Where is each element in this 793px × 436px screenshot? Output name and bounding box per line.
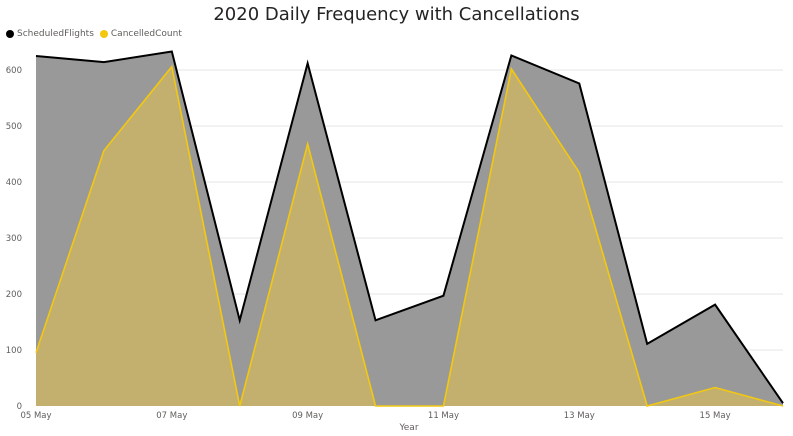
series-line-1[interactable] bbox=[35, 64, 784, 407]
data-point[interactable] bbox=[33, 53, 39, 59]
data-point[interactable] bbox=[373, 317, 379, 323]
y-tick-label: 500 bbox=[6, 122, 22, 132]
data-point[interactable] bbox=[237, 403, 243, 409]
x-tick-label: 15 May bbox=[700, 411, 731, 421]
x-axis-ticks: 05 May 07 May 09 May 11 May 13 May 15 May bbox=[20, 411, 730, 421]
data-point[interactable] bbox=[169, 64, 175, 70]
x-tick-label: 11 May bbox=[428, 411, 459, 421]
chart-title: 2020 Daily Frequency with Cancellations bbox=[213, 4, 580, 25]
data-point[interactable] bbox=[508, 66, 514, 72]
x-tick-label: 07 May bbox=[156, 411, 187, 421]
data-point[interactable] bbox=[101, 59, 107, 65]
data-point[interactable] bbox=[440, 293, 446, 299]
legend-marker-cancelled bbox=[99, 30, 108, 38]
data-point[interactable] bbox=[712, 385, 718, 391]
data-point[interactable] bbox=[305, 141, 311, 147]
y-tick-label: 600 bbox=[6, 66, 22, 76]
y-tick-label: 300 bbox=[6, 234, 22, 244]
data-point[interactable] bbox=[644, 403, 650, 409]
data-point[interactable] bbox=[169, 49, 175, 55]
y-axis-ticks: 0 100 200 300 400 500 600 bbox=[6, 66, 22, 412]
y-tick-label: 100 bbox=[6, 346, 22, 356]
x-tick-label: 09 May bbox=[292, 411, 323, 421]
series-line-0[interactable] bbox=[35, 50, 784, 404]
data-point[interactable] bbox=[576, 80, 582, 86]
data-point[interactable] bbox=[576, 169, 582, 175]
data-point[interactable] bbox=[305, 60, 311, 66]
series-areas bbox=[33, 49, 786, 409]
legend-marker-scheduled bbox=[6, 30, 14, 38]
data-point[interactable] bbox=[644, 341, 650, 347]
data-point[interactable] bbox=[440, 403, 446, 409]
legend-item-scheduled[interactable]: ScheduledFlights bbox=[6, 29, 94, 39]
data-point[interactable] bbox=[33, 350, 39, 356]
x-tick-label: 05 May bbox=[20, 411, 51, 421]
y-tick-label: 200 bbox=[6, 290, 22, 300]
data-point[interactable] bbox=[373, 403, 379, 409]
legend-label-cancelled: CancelledCount bbox=[110, 29, 182, 39]
y-tick-label: 0 bbox=[17, 402, 22, 412]
legend-item-cancelled[interactable]: CancelledCount bbox=[99, 29, 182, 39]
x-tick-label: 13 May bbox=[564, 411, 595, 421]
x-axis-title: Year bbox=[398, 423, 418, 433]
legend: ScheduledFlights CancelledCount bbox=[6, 29, 188, 39]
data-point[interactable] bbox=[780, 403, 786, 409]
data-point[interactable] bbox=[712, 302, 718, 308]
data-point[interactable] bbox=[508, 52, 514, 58]
legend-label-scheduled: ScheduledFlights bbox=[17, 29, 94, 39]
y-tick-label: 400 bbox=[6, 178, 22, 188]
data-point[interactable] bbox=[101, 148, 107, 154]
data-point[interactable] bbox=[237, 317, 243, 323]
